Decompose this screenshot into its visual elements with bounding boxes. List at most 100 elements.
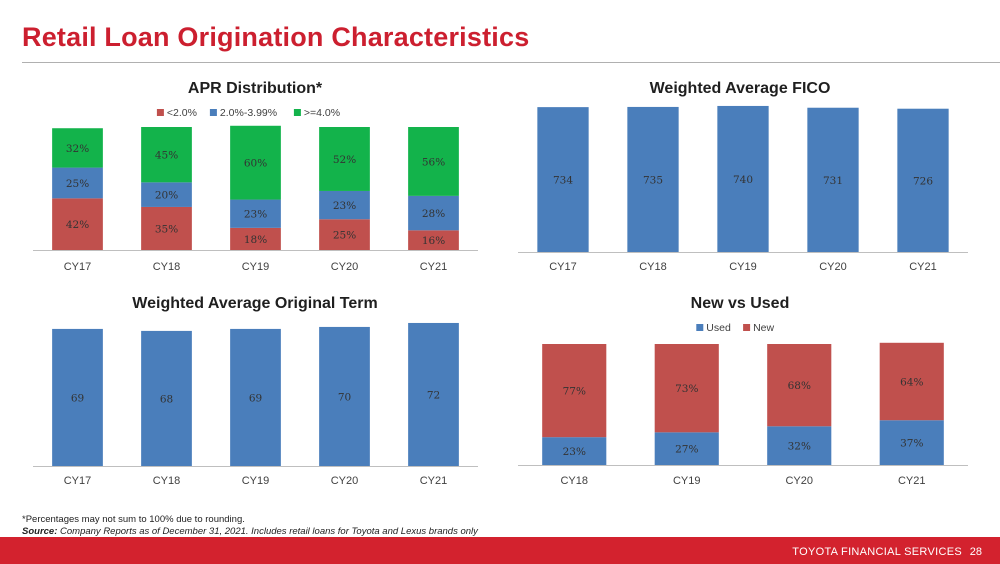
apr-bar-segment bbox=[141, 127, 192, 183]
term-data-label: 70 bbox=[338, 391, 351, 403]
apr-bar-segment bbox=[408, 195, 459, 231]
newused-bar-segment bbox=[879, 342, 944, 421]
apr-data-label: 60% bbox=[244, 158, 267, 170]
fico-bar bbox=[717, 105, 769, 253]
apr-bar-segment bbox=[319, 219, 370, 250]
apr-bar-segment bbox=[408, 230, 459, 250]
apr-bar-segment bbox=[52, 128, 103, 168]
newused-bar-segment bbox=[767, 344, 832, 427]
newused-tick-label: CY18 bbox=[560, 475, 588, 487]
term-data-label: 69 bbox=[71, 392, 84, 404]
fico-bar bbox=[627, 106, 679, 253]
term-tick-label: CY20 bbox=[331, 475, 359, 487]
newused-bar-segment bbox=[654, 344, 719, 433]
newused-tick-label: CY21 bbox=[898, 475, 926, 487]
fico-bar bbox=[897, 108, 949, 252]
term-bar bbox=[230, 328, 281, 466]
apr-bar-segment bbox=[408, 127, 459, 196]
footnote: *Percentages may not sum to 100% due to … bbox=[22, 514, 478, 538]
newused-data-label: 27% bbox=[675, 444, 698, 456]
apr-tick-label: CY21 bbox=[420, 261, 448, 273]
page-number: 28 bbox=[969, 546, 982, 558]
source-label: Source: bbox=[22, 526, 58, 537]
apr-legend-label-1: 2.0%-3.99% bbox=[220, 107, 277, 119]
fico-data-label: 726 bbox=[913, 175, 933, 187]
newused-data-label: 73% bbox=[675, 383, 698, 395]
newused-bar-segment bbox=[542, 344, 607, 438]
newused-tick-label: CY20 bbox=[785, 475, 813, 487]
fico-data-label: 731 bbox=[823, 175, 843, 187]
apr-bar-segment bbox=[230, 199, 281, 228]
apr-bar-segment bbox=[52, 167, 103, 199]
fico-tick-label: CY19 bbox=[729, 261, 757, 273]
apr-data-label: 45% bbox=[155, 150, 178, 162]
apr-chart-title: APR Distribution* bbox=[188, 80, 323, 97]
term-tick-label: CY17 bbox=[64, 475, 92, 487]
fico-tick-label: CY18 bbox=[639, 261, 667, 273]
newused-legend-label-0: Used bbox=[706, 322, 731, 334]
newused-data-label: 77% bbox=[563, 386, 586, 398]
fico-bar bbox=[807, 107, 859, 252]
newused-data-label: 32% bbox=[788, 441, 811, 453]
newused-data-label: 23% bbox=[563, 446, 586, 458]
apr-bar-segment bbox=[141, 182, 192, 207]
fico-tick-label: CY20 bbox=[819, 261, 847, 273]
apr-bar-segment bbox=[319, 190, 370, 220]
fico-data-label: 734 bbox=[553, 175, 573, 187]
fico-data-label: 740 bbox=[733, 174, 753, 186]
apr-tick-label: CY19 bbox=[242, 261, 270, 273]
apr-bar-segment bbox=[230, 227, 281, 250]
apr-data-label: 25% bbox=[333, 230, 356, 242]
charts-canvas: APR Distribution* <2.0% 2.0%-3.99% >=4.0% CY… bbox=[33, 80, 968, 487]
newused-bar-segment bbox=[767, 426, 832, 465]
apr-legend-swatch-2 bbox=[293, 109, 301, 116]
term-tick-label: CY18 bbox=[153, 475, 181, 487]
newused-data-label: 37% bbox=[900, 438, 923, 450]
apr-legend-label-2: >=4.0% bbox=[304, 107, 340, 119]
source-text: Company Reports as of December 31, 2021.… bbox=[60, 526, 478, 537]
newused-legend-label-1: New bbox=[753, 322, 774, 334]
apr-data-label: 42% bbox=[66, 219, 89, 231]
term-bar bbox=[408, 322, 459, 466]
term-bar bbox=[319, 326, 370, 466]
newused-bar-segment bbox=[542, 437, 607, 465]
page-title: Retail Loan Origination Characteristics bbox=[22, 22, 530, 52]
fico-tick-label: CY17 bbox=[549, 261, 577, 273]
term-chart-title: Weighted Average Original Term bbox=[132, 295, 377, 312]
fico-tick-label: CY21 bbox=[909, 261, 937, 273]
apr-data-label: 16% bbox=[422, 235, 445, 247]
apr-legend-swatch-0 bbox=[156, 109, 164, 116]
footnote-source: Source: Company Reports as of December 3… bbox=[22, 526, 478, 538]
fico-data-label: 735 bbox=[643, 174, 663, 186]
term-data-label: 72 bbox=[427, 389, 440, 401]
apr-bar-segment bbox=[141, 206, 192, 250]
apr-legend-label-0: <2.0% bbox=[167, 107, 197, 119]
fico-chart-title: Weighted Average FICO bbox=[650, 80, 831, 97]
term-tick-label: CY21 bbox=[420, 475, 448, 487]
footer-bar bbox=[0, 537, 1000, 564]
apr-data-label: 25% bbox=[66, 178, 89, 190]
apr-data-label: 56% bbox=[422, 156, 445, 168]
apr-tick-label: CY17 bbox=[64, 261, 92, 273]
title-divider bbox=[22, 62, 1000, 63]
apr-data-label: 52% bbox=[333, 154, 356, 166]
apr-legend-swatch-1 bbox=[209, 109, 217, 116]
newused-data-label: 64% bbox=[900, 377, 923, 389]
newused-data-label: 68% bbox=[788, 380, 811, 392]
newused-legend-swatch-1 bbox=[743, 324, 751, 331]
newused-legend-swatch-0 bbox=[696, 324, 704, 331]
newused-bar-segment bbox=[879, 420, 944, 465]
apr-tick-label: CY20 bbox=[331, 261, 359, 273]
newused-bar-segment bbox=[654, 432, 719, 465]
apr-data-label: 28% bbox=[422, 208, 445, 220]
apr-bar-segment bbox=[319, 127, 370, 191]
apr-tick-label: CY18 bbox=[153, 261, 181, 273]
apr-data-label: 18% bbox=[244, 234, 267, 246]
footnote-rounding: *Percentages may not sum to 100% due to … bbox=[22, 514, 245, 525]
apr-data-label: 35% bbox=[155, 223, 178, 235]
term-bar bbox=[52, 328, 103, 466]
fico-bar bbox=[537, 107, 589, 252]
term-data-label: 69 bbox=[249, 392, 262, 404]
apr-data-label: 20% bbox=[155, 190, 178, 202]
apr-data-label: 23% bbox=[244, 209, 267, 221]
